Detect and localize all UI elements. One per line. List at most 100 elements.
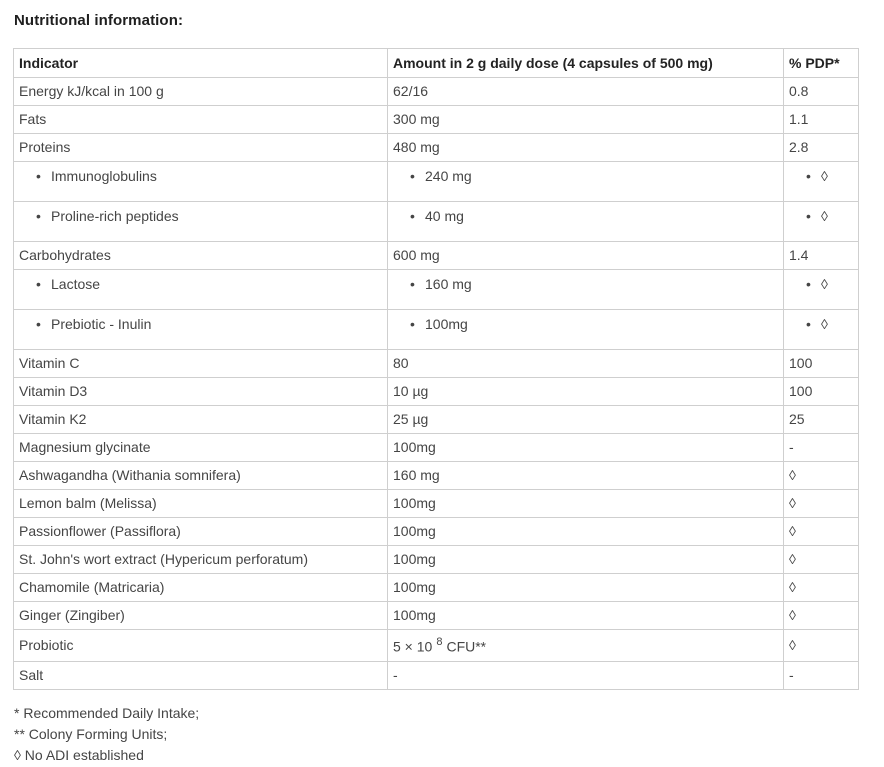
pdp-cell: 1.1 (783, 105, 859, 134)
col-header-indicator: Indicator (13, 48, 388, 78)
table-row: Proteins 480 mg 2.8 (13, 133, 859, 162)
cfu-exponent: 8 (436, 636, 443, 648)
bullet-item: Prebiotic - Inulin (19, 316, 151, 333)
indicator-cell: Prebiotic - Inulin (13, 309, 388, 350)
indicator-cell: Passionflower (Passiflora) (13, 517, 388, 546)
pdp-cell: ◊ (783, 629, 859, 662)
pdp-cell: ◊ (783, 269, 859, 310)
bullet-item: 100mg (393, 316, 468, 333)
indicator-cell: Energy kJ/kcal in 100 g (13, 77, 388, 106)
amount-cell: 100mg (387, 433, 784, 462)
table-row: Fats 300 mg 1.1 (13, 105, 859, 134)
pdp-cell: 0.8 (783, 77, 859, 106)
table-subrow: Lactose 160 mg ◊ (13, 269, 859, 310)
indicator-cell: Ginger (Zingiber) (13, 601, 388, 630)
indicator-cell: Vitamin D3 (13, 377, 388, 406)
table-subrow: Immunoglobulins 240 mg ◊ (13, 161, 859, 202)
pdp-cell: ◊ (783, 601, 859, 630)
table-subrow: Prebiotic - Inulin 100mg ◊ (13, 309, 859, 350)
indicator-cell: Vitamin K2 (13, 405, 388, 434)
indicator-cell: Proline-rich peptides (13, 201, 388, 242)
bullet-item: Immunoglobulins (19, 168, 157, 185)
pdp-cell: ◊ (783, 545, 859, 574)
pdp-cell: 25 (783, 405, 859, 434)
bullet-item: 240 mg (393, 168, 472, 185)
table-row: Chamomile (Matricaria) 100mg ◊ (13, 573, 859, 602)
amount-cell: 600 mg (387, 241, 784, 270)
amount-cell: 160 mg (387, 461, 784, 490)
indicator-cell: St. John's wort extract (Hypericum perfo… (13, 545, 388, 574)
amount-cell: 100mg (387, 309, 784, 350)
pdp-cell: 1.4 (783, 241, 859, 270)
page-title: Nutritional information: (14, 12, 184, 29)
amount-cell: 25 µg (387, 405, 784, 434)
amount-cell: 160 mg (387, 269, 784, 310)
pdp-cell: 100 (783, 349, 859, 378)
table-row: Ashwagandha (Withania somnifera) 160 mg … (13, 461, 859, 490)
pdp-cell: ◊ (783, 517, 859, 546)
amount-cell: 40 mg (387, 201, 784, 242)
bullet-item: ◊ (789, 168, 828, 185)
bullet-item: ◊ (789, 208, 828, 225)
amount-cell: 300 mg (387, 105, 784, 134)
indicator-cell: Proteins (13, 133, 388, 162)
footnotes: * Recommended Daily Intake; ** Colony Fo… (14, 703, 858, 766)
col-header-amount: Amount in 2 g daily dose (4 capsules of … (387, 48, 784, 78)
table-row: Vitamin C 80 100 (13, 349, 859, 378)
header-row: Indicator Amount in 2 g daily dose (4 ca… (13, 48, 859, 78)
bullet-item: ◊ (789, 276, 828, 293)
table-row: Vitamin D3 10 µg 100 (13, 377, 859, 406)
amount-cell: 100mg (387, 573, 784, 602)
table-row: Carbohydrates 600 mg 1.4 (13, 241, 859, 270)
pdp-cell: - (783, 660, 859, 690)
pdp-cell: ◊ (783, 461, 859, 490)
indicator-cell: Probiotic (13, 629, 388, 662)
pdp-cell: 2.8 (783, 133, 859, 162)
table-row: Ginger (Zingiber) 100mg ◊ (13, 601, 859, 630)
footnote-rdi: * Recommended Daily Intake; (14, 704, 200, 721)
indicator-cell: Lemon balm (Melissa) (13, 489, 388, 518)
table-row: Energy kJ/kcal in 100 g 62/16 0.8 (13, 77, 859, 106)
bullet-item: Lactose (19, 276, 100, 293)
amount-cell: 10 µg (387, 377, 784, 406)
pdp-cell: - (783, 433, 859, 462)
pdp-cell: ◊ (783, 201, 859, 242)
amount-cell: 240 mg (387, 161, 784, 202)
amount-cell: 480 mg (387, 133, 784, 162)
bullet-item: Proline-rich peptides (19, 208, 179, 225)
pdp-cell: ◊ (783, 489, 859, 518)
indicator-cell: Magnesium glycinate (13, 433, 388, 462)
bullet-item: ◊ (789, 316, 828, 333)
table-row: St. John's wort extract (Hypericum perfo… (13, 545, 859, 574)
table-row: Lemon balm (Melissa) 100mg ◊ (13, 489, 859, 518)
indicator-cell: Immunoglobulins (13, 161, 388, 202)
indicator-cell: Fats (13, 105, 388, 134)
pdp-cell: ◊ (783, 573, 859, 602)
nutrition-table: Indicator Amount in 2 g daily dose (4 ca… (13, 48, 859, 690)
amount-cell: 80 (387, 349, 784, 378)
indicator-cell: Vitamin C (13, 349, 388, 378)
pdp-cell: ◊ (783, 309, 859, 350)
bullet-item: 160 mg (393, 276, 472, 293)
indicator-cell: Ashwagandha (Withania somnifera) (13, 461, 388, 490)
amount-cell: 100mg (387, 489, 784, 518)
amount-cell: 100mg (387, 517, 784, 546)
col-header-pdp: % PDP* (783, 48, 859, 78)
amount-cell: 62/16 (387, 77, 784, 106)
table-row: Salt - - (13, 660, 859, 690)
amount-cell: 100mg (387, 545, 784, 574)
footnote-cfu: ** Colony Forming Units; (14, 725, 168, 742)
amount-cell: 100mg (387, 601, 784, 630)
table-row: Magnesium glycinate 100mg - (13, 433, 859, 462)
pdp-cell: ◊ (783, 161, 859, 202)
table-row: Passionflower (Passiflora) 100mg ◊ (13, 517, 859, 546)
amount-cell: 5 × 10 8 CFU** (387, 629, 784, 662)
indicator-cell: Salt (13, 660, 388, 690)
bullet-item: 40 mg (393, 208, 464, 225)
cfu-unit: CFU** (446, 638, 487, 655)
table-row: Probiotic 5 × 10 8 CFU** ◊ (13, 629, 859, 662)
pdp-cell: 100 (783, 377, 859, 406)
table-row: Vitamin K2 25 µg 25 (13, 405, 859, 434)
indicator-cell: Chamomile (Matricaria) (13, 573, 388, 602)
